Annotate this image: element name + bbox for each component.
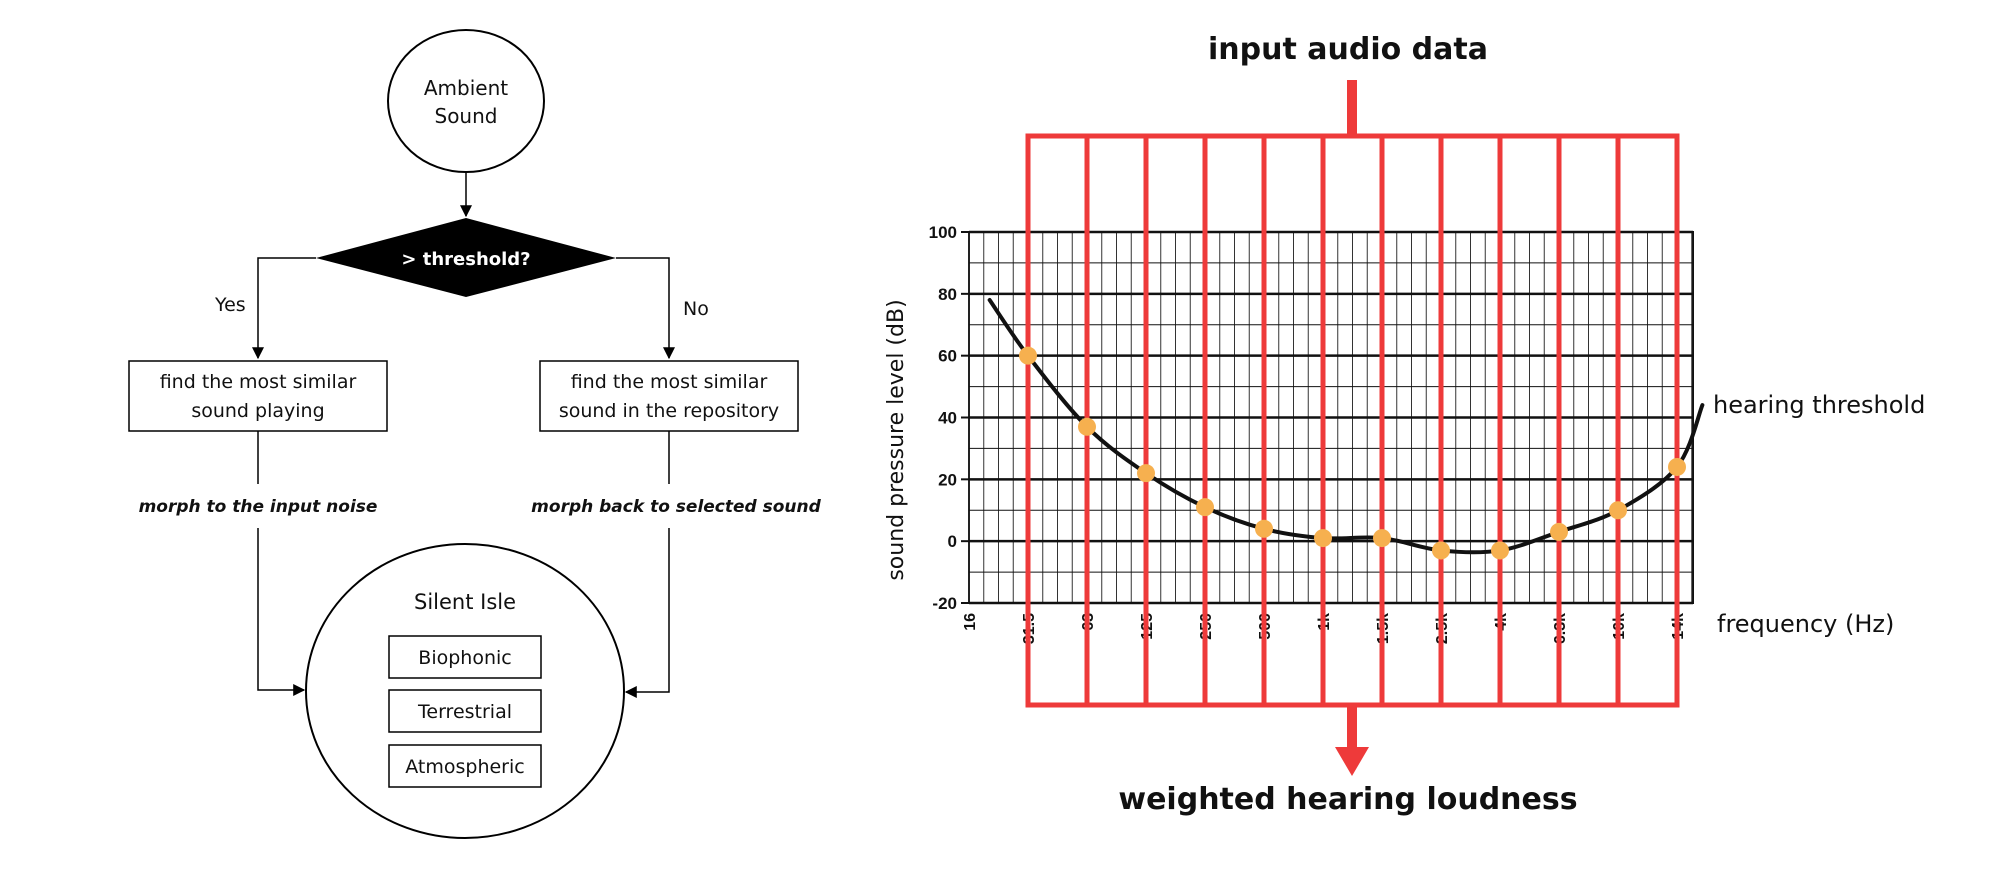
flowchart: Ambient Sound > threshold? Yes No find t…	[128, 29, 822, 839]
input-audio-label: input audio data	[1208, 32, 1488, 67]
data-point	[1373, 529, 1391, 548]
decision-node[interactable]: > threshold?	[316, 218, 616, 297]
data-point	[1432, 541, 1450, 560]
isle-item-label: Atmospheric	[405, 756, 524, 778]
output-arrow-shaft	[1347, 703, 1357, 749]
decision-label: > threshold?	[401, 249, 530, 270]
data-point	[1314, 529, 1332, 548]
edge-left-lower	[257, 528, 306, 696]
y-axis-title: sound pressure level (dB)	[884, 299, 909, 580]
right-edge-label: morph back to selected sound	[531, 497, 821, 517]
edge-yes	[252, 257, 316, 360]
left-box-line2: sound playing	[191, 400, 324, 422]
start-node-line2: Sound	[435, 104, 498, 128]
series-legend-label: hearing threshold	[1713, 391, 1925, 419]
right-box-line2: sound in the repository	[559, 400, 779, 422]
y-tick-label: 100	[929, 223, 957, 242]
x-tick-label: 16	[962, 613, 979, 631]
data-points	[1019, 346, 1686, 560]
output-arrow-head	[1335, 747, 1369, 776]
y-tick-label: 40	[938, 409, 957, 428]
data-point	[1668, 457, 1686, 476]
pipeline: input audio data weighted hearing loudne…	[884, 32, 1925, 817]
isle-item-terrestrial[interactable]: Terrestrial	[388, 689, 542, 733]
data-point	[1609, 501, 1627, 520]
edge-right-lower	[624, 528, 670, 698]
left-edge-label: morph to the input noise	[139, 497, 378, 517]
y-tick-label: 20	[938, 470, 957, 489]
isle-item-atmospheric[interactable]: Atmospheric	[388, 744, 542, 788]
io-arrows	[1335, 80, 1369, 776]
no-label: No	[683, 298, 709, 320]
yes-label: Yes	[214, 294, 246, 316]
x-axis-title: frequency (Hz)	[1717, 610, 1894, 638]
isle-item-label: Biophonic	[418, 647, 511, 669]
isle-item-label: Terrestrial	[417, 701, 512, 723]
y-tick-label: 80	[938, 285, 957, 304]
left-box-line1: find the most similar	[160, 371, 357, 393]
left-process-box[interactable]: find the most similar sound playing	[128, 360, 388, 432]
data-point	[1078, 417, 1096, 436]
input-arrow-shaft	[1347, 80, 1357, 138]
isle-item-biophonic[interactable]: Biophonic	[388, 635, 542, 679]
data-point	[1196, 498, 1214, 517]
data-point	[1491, 541, 1509, 560]
start-node[interactable]: Ambient Sound	[387, 29, 545, 173]
isle-title: Silent Isle	[414, 590, 516, 614]
right-box-line1: find the most similar	[571, 371, 768, 393]
start-node-line1: Ambient	[424, 76, 508, 100]
data-point	[1550, 522, 1568, 541]
silent-isle-node[interactable]: Silent Isle Biophonic Terrestrial Atmosp…	[305, 543, 625, 839]
y-tick-label: 60	[938, 347, 957, 366]
y-tick-label: 0	[948, 532, 957, 551]
data-point	[1137, 464, 1155, 483]
edge-no	[616, 257, 675, 360]
y-tick-label: -20	[932, 594, 957, 613]
right-process-box[interactable]: find the most similar sound in the repos…	[539, 360, 799, 432]
data-point	[1019, 346, 1037, 365]
data-point	[1255, 519, 1273, 538]
y-axis: 100 80 60 40 20 0 -20	[929, 223, 969, 613]
output-loudness-label: weighted hearing loudness	[1118, 782, 1577, 817]
